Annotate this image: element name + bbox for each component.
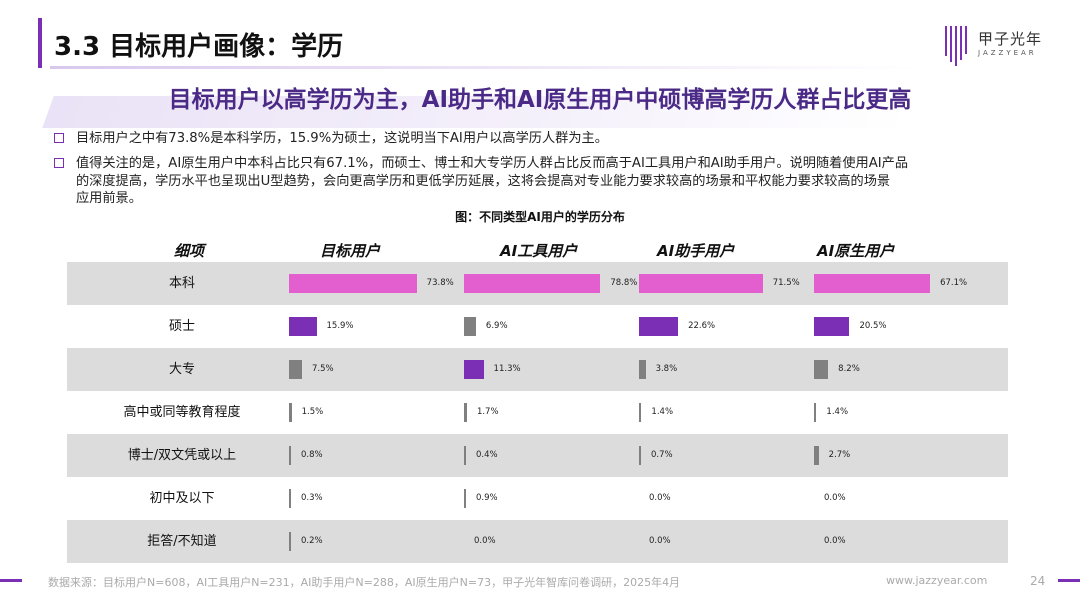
bar-value-label: 1.5%	[301, 407, 324, 417]
bar	[639, 317, 679, 336]
bar	[814, 446, 819, 465]
bar-value-label: 20.5%	[859, 321, 887, 331]
bar	[464, 403, 467, 422]
title-accent-bar	[38, 18, 42, 68]
bar-value-label: 1.4%	[651, 407, 674, 417]
table-row: 初中及以下 0.3% 0.9% 0.0% 0.0%	[67, 477, 1008, 520]
bar-value-label: 1.4%	[826, 407, 849, 417]
bar	[639, 360, 646, 379]
table-row: 硕士 15.9% 6.9% 22.6% 20.5%	[67, 305, 1008, 348]
bar-value-label: 71.5%	[772, 278, 800, 288]
bar-value-label: 6.9%	[485, 321, 508, 331]
row-label: 硕士	[168, 319, 195, 334]
bar-value-label: 0.3%	[301, 493, 323, 503]
page-title: 3.3 目标用户画像：学历	[54, 32, 344, 62]
brand-logo: 甲子光年 JAZZYEAR	[944, 22, 1064, 66]
row-label: 初中及以下	[149, 491, 215, 506]
row-label: 本科	[168, 276, 195, 291]
bar	[289, 489, 291, 508]
page-number: 24	[1030, 574, 1046, 588]
bar	[464, 489, 466, 508]
bar	[639, 446, 641, 465]
bar-value-label: 0.2%	[301, 536, 323, 546]
bar-value-label: 2.7%	[828, 450, 851, 460]
bar	[464, 360, 484, 379]
bar	[289, 317, 317, 336]
bar-value-label: 11.3%	[493, 364, 521, 374]
bar-value-label: 67.1%	[940, 278, 968, 288]
data-source: 数据来源：目标用户N=608，AI工具用户N=231，AI助手用户N=288，A…	[48, 576, 681, 589]
logo-text: 甲子光年	[978, 30, 1043, 48]
bar	[289, 446, 291, 465]
bar-value-label: 0.8%	[301, 450, 323, 460]
bullet-line: 值得关注的是，AI原生用户中本科占比只有67.1%，而硕士、博士和大专学历人群占…	[76, 156, 909, 171]
title-underline	[50, 66, 920, 69]
column-header-item: 细项	[174, 242, 205, 260]
bar	[814, 274, 931, 293]
bar	[639, 274, 763, 293]
bar	[814, 317, 850, 336]
bar-value-label: 73.8%	[426, 278, 454, 288]
table-row: 本科 73.8% 78.8% 71.5% 67.1%	[67, 262, 1008, 305]
bar	[814, 360, 829, 379]
bar	[464, 274, 601, 293]
bar-value-label: 22.6%	[688, 321, 716, 331]
row-label: 大专	[168, 362, 195, 377]
website: www.jazzyear.com	[886, 574, 988, 587]
bar-value-label: 0.9%	[476, 493, 498, 503]
row-label: 拒答/不知道	[147, 534, 217, 549]
bar	[289, 360, 302, 379]
column-header-ai-native: AI原生用户	[817, 242, 895, 260]
bar-value-label: 0.0%	[824, 493, 846, 503]
table-row: 高中或同等教育程度 1.5% 1.7% 1.4% 1.4%	[67, 391, 1008, 434]
headline: 目标用户以高学历为主，AI助手和AI原生用户中硕博高学历人群占比更高	[168, 87, 912, 113]
bullet-square-icon	[54, 158, 64, 168]
column-header-ai-assistant: AI助手用户	[657, 242, 735, 260]
bar-value-label: 0.0%	[824, 536, 846, 546]
row-label: 高中或同等教育程度	[123, 405, 241, 420]
footer-accent-right	[1058, 579, 1080, 582]
bar-value-label: 78.8%	[610, 278, 638, 288]
chart-title: 图：不同类型AI用户的学历分布	[455, 210, 625, 224]
bullet-line: 的深度提高，学历水平也呈现出U型趋势，会向更高学历和更低学历延展，这将会提高对专…	[76, 173, 891, 189]
bar-value-label: 8.2%	[838, 364, 860, 374]
bar-value-label: 15.9%	[326, 321, 354, 331]
bar-value-label: 0.7%	[651, 450, 673, 460]
bar-value-label: 1.7%	[476, 407, 499, 417]
bar-value-label: 0.0%	[649, 493, 671, 503]
logo-bars-icon	[944, 22, 970, 66]
bar-value-label: 0.0%	[474, 536, 496, 546]
table-row: 大专 7.5% 11.3% 3.8% 8.2%	[67, 348, 1008, 391]
bar-value-label: 0.4%	[476, 450, 498, 460]
page-title-block: 3.3 目标用户画像：学历	[38, 18, 920, 70]
bar	[289, 403, 292, 422]
table-row: 博士/双文凭或以上 0.8% 0.4% 0.7% 2.7%	[67, 434, 1008, 477]
bullet-square-icon	[54, 133, 64, 143]
bar	[464, 446, 466, 465]
column-header-ai-tool: AI工具用户	[500, 242, 578, 260]
bullet-line: 应用前景。	[76, 191, 142, 206]
bar	[639, 403, 642, 422]
row-label: 博士/双文凭或以上	[127, 448, 237, 463]
bar-value-label: 0.0%	[649, 536, 671, 546]
logo-subtext: JAZZYEAR	[978, 49, 1037, 57]
column-header-target: 目标用户	[320, 242, 381, 260]
bar	[814, 403, 817, 422]
footer-accent-left	[0, 579, 22, 582]
bullet-line: 目标用户之中有73.8%是本科学历，15.9%为硕士，这说明当下AI用户以高学历…	[76, 131, 608, 146]
bar	[464, 317, 476, 336]
bar	[289, 274, 417, 293]
bar-value-label: 3.8%	[655, 364, 678, 374]
bar	[289, 532, 291, 551]
table-row: 拒答/不知道 0.2% 0.0% 0.0% 0.0%	[67, 520, 1008, 563]
bar-value-label: 7.5%	[311, 364, 334, 374]
